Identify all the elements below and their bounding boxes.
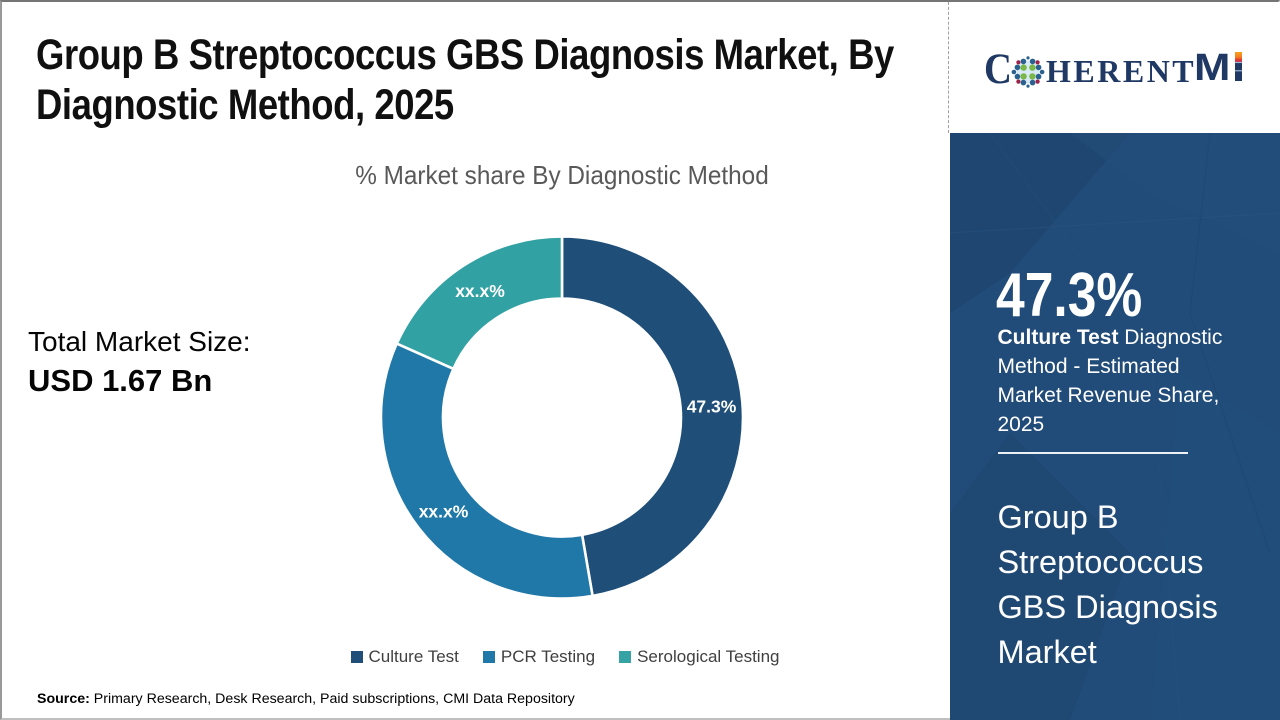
svg-text:xx.x%: xx.x% [419,502,469,522]
svg-text:xx.x%: xx.x% [455,281,505,301]
svg-text:47.3%: 47.3% [687,397,737,417]
